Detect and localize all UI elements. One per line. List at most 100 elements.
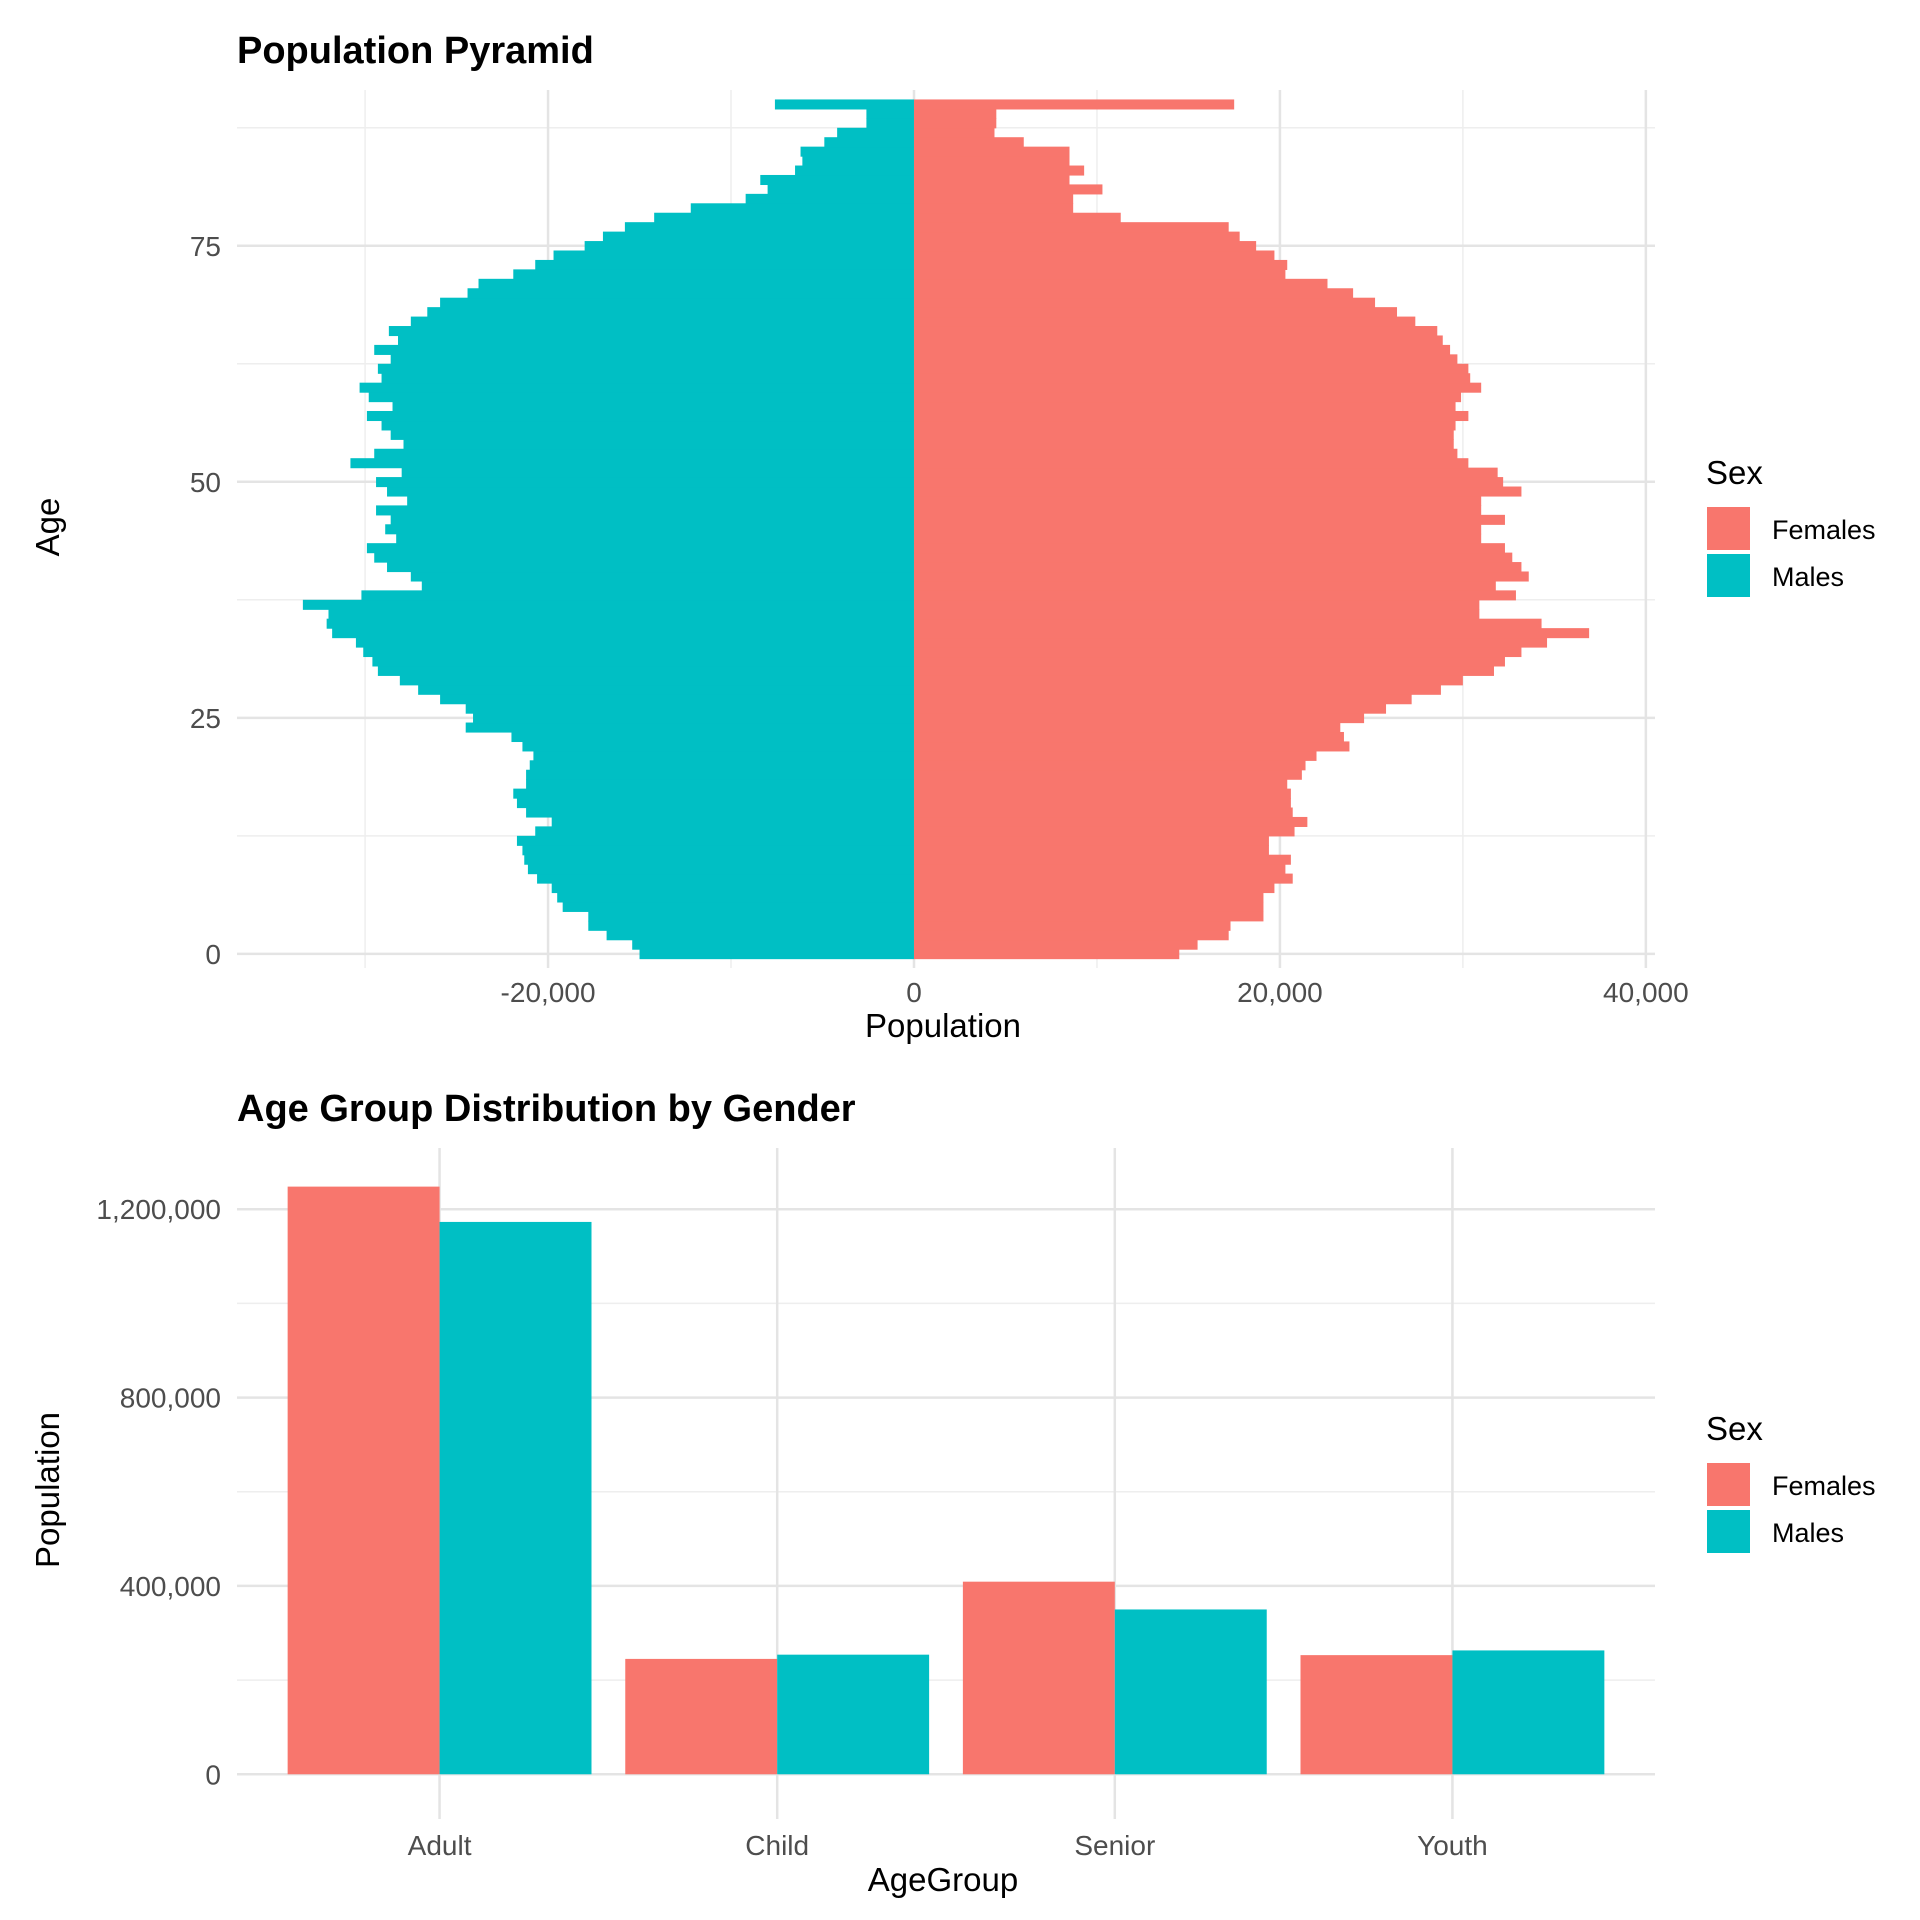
agegroup-y-tick-label: 400,000	[120, 1571, 221, 1602]
pyramid-bar-males	[533, 750, 914, 761]
pyramid-bar-females	[913, 571, 1529, 582]
pyramid-bar-females	[913, 788, 1291, 799]
pyramid-bar-females	[913, 722, 1341, 733]
pyramid-bar-males	[392, 401, 914, 412]
pyramid-bar-males	[511, 731, 914, 743]
pyramid-bar-females	[913, 543, 1505, 554]
agegroup-bar-senior-males	[1114, 1609, 1267, 1775]
pyramid-bar-females	[913, 439, 1454, 450]
pyramid-legend-title: Sex	[1706, 454, 1763, 491]
agegroup-y-tick-label: 800,000	[120, 1383, 221, 1414]
pyramid-x-axis-title: Population	[865, 1007, 1021, 1044]
pyramid-bar-males	[387, 486, 914, 497]
pyramid-bar-females	[913, 212, 1121, 223]
pyramid-bar-females	[913, 401, 1456, 412]
pyramid-bar-males	[401, 467, 914, 478]
agegroup-y-ticks: 0 400,000 800,000 1,200,000	[96, 1194, 221, 1790]
pyramid-bar-females	[913, 420, 1456, 431]
pyramid-bar-females	[913, 156, 1070, 167]
pyramid-bar-females	[913, 949, 1180, 960]
pyramid-bar-males	[690, 203, 914, 214]
pyramid-bar-females	[913, 807, 1293, 818]
pyramid-bar-females	[913, 713, 1365, 724]
pyramid-bar-females	[913, 458, 1469, 469]
pyramid-bar-males	[388, 326, 914, 337]
pyramid-legend-label-females: Females	[1772, 515, 1876, 545]
pyramid-bar-males	[421, 580, 914, 591]
pyramid-bar-males	[363, 647, 914, 658]
pyramid-bar-females	[913, 373, 1471, 384]
pyramid-bar-males	[800, 146, 914, 157]
pyramid-legend-label-males: Males	[1772, 562, 1844, 592]
pyramid-bar-males	[374, 448, 914, 459]
pyramid-bar-males	[465, 703, 914, 714]
pyramid-bar-females	[913, 580, 1496, 591]
pyramid-legend-key-females	[1707, 507, 1750, 550]
pyramid-bar-males	[866, 108, 914, 119]
pyramid-bar-females	[913, 647, 1522, 658]
pyramid-bar-males	[355, 637, 914, 648]
pyramid-bar-females	[913, 127, 995, 138]
pyramid-bar-males	[584, 241, 914, 252]
pyramid-bar-males	[824, 137, 914, 148]
pyramid-bar-females	[913, 297, 1376, 308]
pyramid-bar-males	[376, 505, 914, 516]
agegroup-bar-adult-females	[287, 1186, 440, 1775]
pyramid-bar-females	[913, 675, 1463, 686]
pyramid-bar-females	[913, 835, 1269, 846]
pyramid-bar-males	[522, 845, 914, 856]
pyramid-bar-males	[473, 713, 914, 724]
pyramid-bar-females	[913, 562, 1522, 573]
pyramid-bar-females	[913, 335, 1443, 346]
agegroup-bar-adult-males	[439, 1221, 592, 1775]
pyramid-bar-females	[913, 363, 1469, 374]
pyramid-bar-males	[328, 609, 914, 620]
pyramid-bar-males	[535, 826, 914, 837]
agegroup-y-tick-label: 1,200,000	[96, 1194, 221, 1225]
pyramid-bar-females	[913, 873, 1293, 884]
pyramid-bar-females	[913, 665, 1494, 676]
pyramid-bar-males	[524, 854, 914, 865]
pyramid-bar-females	[913, 288, 1354, 299]
pyramid-x-ticks: -20,000 0 20,000 40,000	[501, 977, 1689, 1008]
pyramid-bar-males	[390, 354, 914, 365]
pyramid-bar-females	[913, 609, 1480, 620]
agegroup-bar-child-males	[777, 1654, 930, 1775]
pyramid-y-axis-title: Age	[29, 498, 66, 557]
pyramid-bar-females	[913, 911, 1264, 922]
pyramid-bar-males	[516, 798, 914, 809]
pyramid-bar-males	[654, 212, 914, 223]
pyramid-bar-females	[913, 618, 1542, 629]
pyramid-bar-males	[553, 250, 914, 261]
agegroup-legend-key-females	[1707, 1463, 1750, 1506]
pyramid-title: Population Pyramid	[237, 30, 594, 72]
pyramid-bar-males	[302, 599, 914, 610]
pyramid-legend-key-males	[1707, 554, 1750, 597]
pyramid-bar-females	[913, 760, 1306, 771]
pyramid-bar-males	[377, 363, 914, 374]
agegroup-bar-senior-females	[962, 1581, 1115, 1775]
pyramid-bar-females	[913, 203, 1074, 214]
pyramid-bar-females	[913, 259, 1288, 270]
pyramid-bar-females	[913, 656, 1505, 667]
pyramid-bar-females	[913, 505, 1482, 516]
pyramid-bar-males	[390, 514, 914, 525]
pyramid-bar-females	[913, 750, 1317, 761]
pyramid-bar-males	[374, 552, 914, 563]
pyramid-bar-females	[913, 826, 1295, 837]
pyramid-bar-females	[913, 137, 1024, 148]
pyramid-bar-females	[913, 467, 1498, 478]
pyramid-bar-females	[913, 741, 1350, 752]
pyramid-bar-females	[913, 269, 1286, 280]
pyramid-bar-females	[913, 845, 1269, 856]
pyramid-bar-males	[403, 439, 914, 450]
pyramid-bar-males	[639, 949, 914, 960]
pyramid-bar-females	[913, 193, 1074, 204]
pyramid-y-tick-label: 0	[205, 939, 221, 970]
pyramid-bar-females	[913, 486, 1522, 497]
pyramid-bar-males	[551, 883, 914, 894]
pyramid-bar-males	[537, 873, 914, 884]
agegroup-x-axis-title: AgeGroup	[868, 1861, 1018, 1898]
pyramid-bar-females	[913, 599, 1480, 610]
pyramid-bar-females	[913, 174, 1070, 186]
